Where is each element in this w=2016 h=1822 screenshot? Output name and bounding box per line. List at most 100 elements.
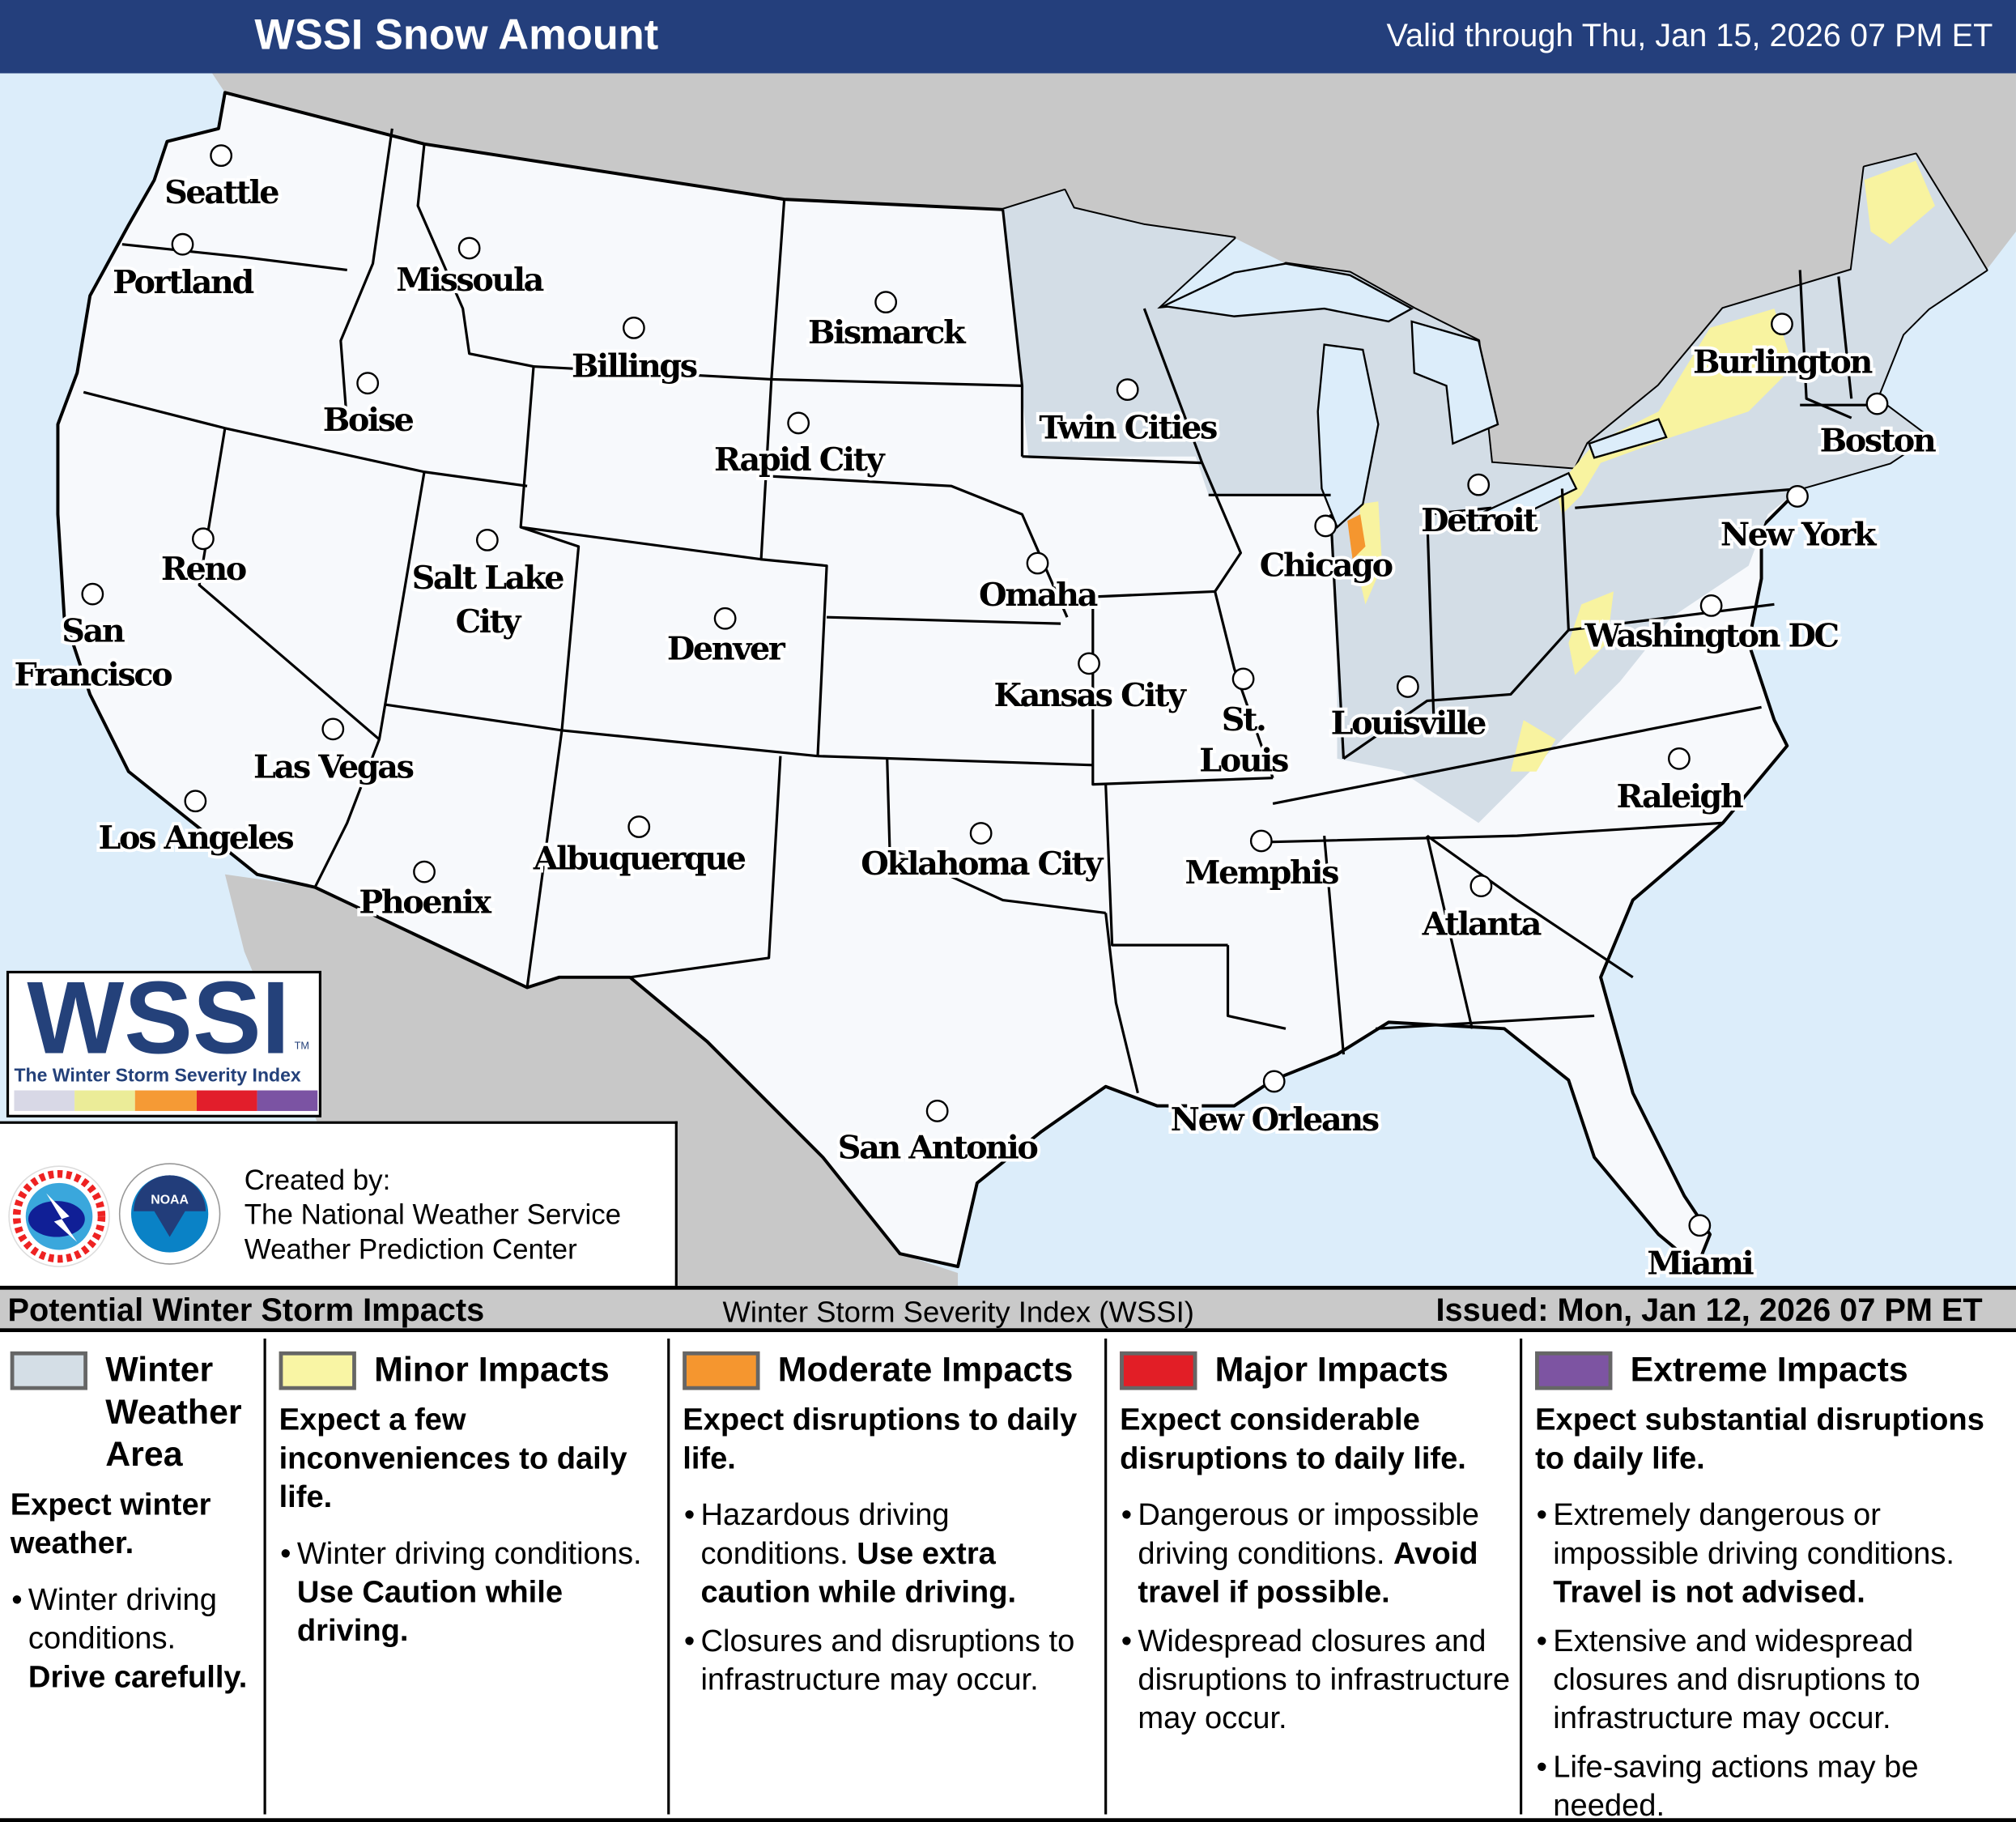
city-label: St. <box>1222 701 1265 739</box>
city-label: Miami <box>1647 1245 1754 1283</box>
city-raleigh: Raleigh <box>1613 747 1748 819</box>
city-dot-icon <box>1469 875 1493 897</box>
legend-header-bar: Potential Winter Storm Impacts Winter St… <box>0 1285 2016 1333</box>
city-rapid-city: Rapid City <box>711 411 891 482</box>
city-portland: Portland <box>109 232 259 304</box>
city-label: Chicago <box>1260 547 1393 584</box>
city-label: Detroit <box>1421 502 1538 539</box>
city-label: Oklahoma City <box>861 845 1104 883</box>
city-label: San <box>62 612 125 649</box>
city-label: Washington DC <box>1584 618 1839 655</box>
legend-bullets: Winter driving conditions. Use Caution w… <box>279 1535 662 1651</box>
header-bar: WSSI Snow Amount Valid through Thu, Jan … <box>0 0 2016 75</box>
legend-category-header: Extreme Impacts <box>1535 1349 2011 1391</box>
city-label: Las Vegas <box>253 749 414 786</box>
legend-bullet: Widespread closures and disruptions to i… <box>1121 1623 1514 1739</box>
city-dot-icon <box>184 790 207 813</box>
city-atlanta: Atlanta <box>1418 875 1546 946</box>
city-dot-icon <box>1078 652 1100 675</box>
us-map: Seattle Portland Missoula Billings Bismarck B… <box>0 73 2016 1286</box>
city-label: Denver <box>667 631 786 668</box>
legend-bullet: Winter driving conditions. Use Caution w… <box>280 1535 662 1651</box>
city-albuquerque: Albuquerque <box>530 815 751 880</box>
city-new-orleans: New Orleans <box>1167 1070 1384 1142</box>
legend-swatch <box>1535 1351 1613 1390</box>
city-missoula: Missoula <box>393 236 549 302</box>
city-san-antonio: San Antonio <box>835 1100 1043 1170</box>
city-label: Rapid City <box>714 441 887 479</box>
city-markers: Seattle Portland Missoula Billings Bismarck B… <box>11 144 1941 1286</box>
city-dot-icon <box>1396 675 1419 698</box>
legend-category-label: Extreme Impacts <box>1630 1350 1908 1389</box>
city-dot-icon <box>321 717 345 741</box>
city-new-york: New York <box>1717 485 1882 556</box>
city-bismarck: Bismarck <box>805 291 972 355</box>
city-dot-icon <box>1771 313 1793 336</box>
city-burlington: Burlington <box>1690 313 1878 384</box>
credit-line-1: Created by: <box>244 1164 391 1196</box>
city-dot-icon <box>1467 473 1491 496</box>
wssi-logo-text: WSSI <box>27 970 291 1075</box>
legend-swatch <box>1120 1351 1197 1390</box>
legend-bullets: Hazardous driving conditions. Use extra … <box>683 1496 1099 1700</box>
legend-winter-weather-area: Winter Weather Area Expect winter weather… <box>0 1339 266 1815</box>
city-detroit: Detroit <box>1418 473 1544 543</box>
lake-superior <box>1160 262 1414 323</box>
legend-index-name: Winter Storm Severity Index (WSSI) <box>722 1295 1194 1329</box>
minor-area-west-virginia <box>1568 591 1614 675</box>
credit-line-3: Weather Prediction Center <box>244 1232 577 1266</box>
legend-category-label: Moderate Impacts <box>777 1350 1074 1389</box>
legend-bullets: Extremely dangerous or impossible drivin… <box>1535 1496 2011 1822</box>
minor-area-appalachia <box>1510 720 1556 772</box>
city-dot-icon <box>81 582 104 606</box>
city-dot-icon <box>1865 392 1889 415</box>
city-label: Burlington <box>1693 343 1872 381</box>
city-denver: Denver <box>664 607 791 671</box>
city-dot-icon <box>925 1100 949 1122</box>
city-label: Albuquerque <box>533 840 746 877</box>
legend-expectation: Expect disruptions to daily life. <box>683 1403 1078 1476</box>
city-label: Los Angeles <box>99 819 294 857</box>
city-label: Raleigh <box>1616 778 1742 815</box>
city-label: Bismarck <box>808 314 967 351</box>
legend-category-label: Minor Impacts <box>374 1350 610 1389</box>
city-label: Twin Cities <box>1039 409 1217 446</box>
legend-moderate-impacts: Moderate Impacts Expect disruptions to da… <box>670 1339 1108 1815</box>
legend-bullet: Dangerous or impossible driving conditio… <box>1121 1496 1514 1612</box>
legend-swatch <box>10 1351 87 1390</box>
city-label: Boise <box>323 402 414 439</box>
wssi-bar-segment <box>196 1090 257 1111</box>
issued-time: Issued: Mon, Jan 12, 2026 07 PM ET <box>1435 1292 1983 1329</box>
legend-bullet: Winter driving conditions. Drive careful… <box>11 1581 258 1697</box>
city-dot-icon <box>969 822 993 845</box>
city-billings: Billings <box>568 317 702 388</box>
city-dot-icon <box>787 411 810 435</box>
canada-land <box>77 73 2016 470</box>
city-label: Billings <box>572 347 697 385</box>
city-label: Louis <box>1199 743 1288 780</box>
minor-area-lake-michigan <box>1356 501 1383 605</box>
moderate-impact-area <box>1347 514 1366 560</box>
city-dot-icon <box>1026 551 1049 575</box>
city-dot-icon <box>1699 594 1723 617</box>
legend-minor-impacts: Minor Impacts Expect a few inconveniences… <box>266 1339 670 1815</box>
city-label: Memphis <box>1185 854 1339 892</box>
map-title: WSSI Snow Amount <box>254 10 659 58</box>
city-label: Portland <box>113 264 253 301</box>
city-dot-icon <box>210 144 233 168</box>
legend-expectation: Expect considerable disruptions to daily… <box>1120 1403 1466 1476</box>
legend-category-header: Major Impacts <box>1120 1349 1515 1391</box>
legend-bullet: Extremely dangerous or impossible drivin… <box>1537 1496 2010 1612</box>
city-dot-icon <box>475 529 499 551</box>
city-label: Atlanta <box>1422 905 1542 943</box>
impact-legend: Winter Weather Area Expect winter weather… <box>0 1332 2016 1822</box>
city-dot-icon <box>171 232 194 256</box>
city-label: Kansas City <box>993 677 1187 714</box>
city-oklahoma-city: Oklahoma City <box>857 822 1110 886</box>
city-omaha: Omaha <box>976 551 1103 617</box>
city-reno: Reno <box>158 527 251 591</box>
legend-title: Potential Winter Storm Impacts <box>7 1292 485 1329</box>
city-memphis: Memphis <box>1182 829 1343 895</box>
wssi-logo-tm: TM <box>294 1040 310 1052</box>
